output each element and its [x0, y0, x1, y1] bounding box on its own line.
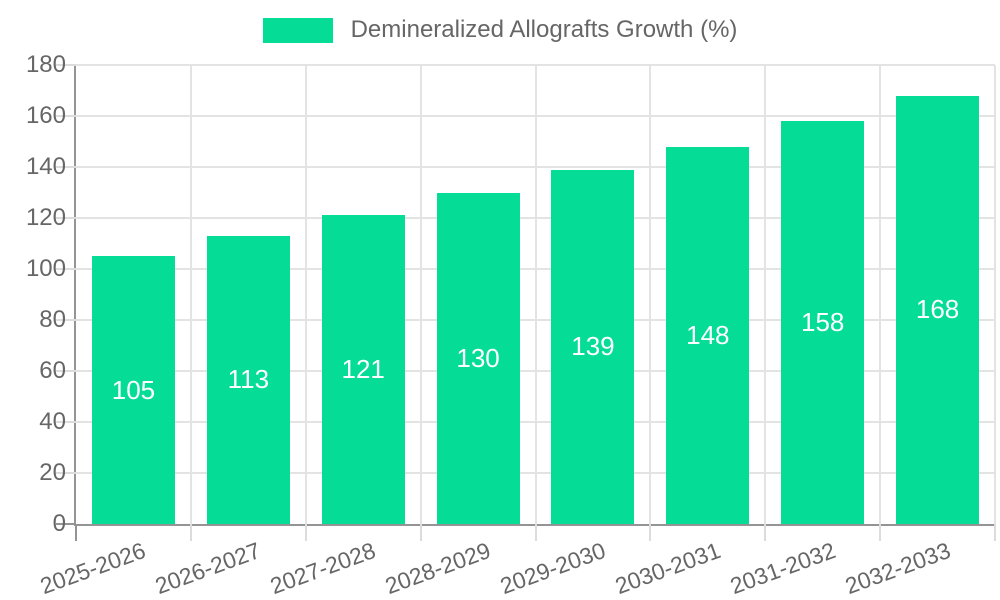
bar-2027-2028: 121: [321, 215, 405, 524]
y-axis-tick: [56, 268, 76, 270]
bar-2032-2033: 168: [896, 95, 980, 524]
x-axis-tick: [764, 524, 767, 541]
y-axis-tick: [56, 421, 76, 423]
x-tick-label: 2025-2026: [37, 537, 150, 600]
x-tick-label: 2028-2029: [381, 537, 494, 600]
y-tick-label: 0: [52, 510, 66, 537]
gridline-vertical: [649, 65, 652, 524]
y-axis-tick: [56, 166, 76, 168]
bar-2026-2027: 113: [206, 235, 290, 524]
y-axis-tick: [56, 472, 76, 474]
x-tick-label: 2026-2027: [151, 537, 265, 600]
x-tick-label: 2027-2028: [266, 537, 380, 600]
gridline-vertical: [304, 65, 307, 524]
x-axis-tick: [534, 524, 537, 541]
y-tick-label: 20: [39, 459, 66, 486]
y-tick-label: 100: [25, 255, 66, 282]
plot-area: 105 113 121 130 139 148 158 168: [56, 64, 996, 541]
bar-2030-2031: 148: [666, 146, 750, 524]
x-axis-tick: [419, 524, 422, 541]
gridline-vertical: [879, 65, 882, 524]
legend[interactable]: Demineralized Allografts Growth (%): [0, 16, 1000, 44]
y-tick-label: 60: [39, 357, 66, 384]
x-axis-tick: [994, 524, 996, 541]
y-axis-tick: [56, 319, 76, 321]
y-tick-label: 160: [25, 102, 66, 129]
bar-2025-2026: 105: [91, 256, 175, 524]
bar-value-label: 148: [686, 319, 730, 350]
x-axis-tick: [649, 524, 652, 541]
x-tick-label: 2032-2033: [841, 537, 954, 600]
y-axis-tick: [56, 64, 76, 66]
bar-value-label: 113: [227, 364, 270, 395]
bar-value-label: 158: [800, 307, 845, 338]
y-axis-tick: [56, 115, 76, 117]
bar-value-label: 105: [111, 374, 156, 405]
x-tick-label: 2031-2032: [726, 537, 839, 600]
gridline-vertical: [534, 65, 537, 524]
legend-label: Demineralized Allografts Growth (%): [350, 16, 738, 43]
y-tick-label: 180: [25, 51, 66, 78]
bar-value-label: 139: [571, 331, 615, 362]
gridline-vertical: [994, 65, 996, 524]
bar-value-label: 130: [456, 342, 500, 373]
bar-value-label: 121: [341, 354, 385, 385]
x-axis-tick: [75, 524, 77, 541]
bar-2029-2030: 139: [551, 169, 635, 524]
bar-2028-2029: 130: [436, 192, 520, 524]
y-tick-label: 40: [39, 408, 66, 435]
gridline-vertical: [764, 65, 767, 524]
y-tick-label: 80: [39, 306, 66, 333]
x-axis-tick: [879, 524, 882, 541]
gridline-vertical: [189, 65, 192, 524]
x-axis-tick: [304, 524, 307, 541]
bar-value-label: 168: [915, 294, 960, 325]
y-axis-tick: [56, 523, 76, 525]
x-tick-label: 2029-2030: [496, 537, 609, 600]
y-axis-tick: [56, 217, 76, 219]
bar-2031-2032: 158: [781, 121, 865, 524]
y-tick-label: 140: [25, 153, 66, 180]
x-axis-tick: [189, 524, 192, 541]
x-tick-label: 2030-2031: [611, 537, 724, 600]
y-tick-label: 120: [25, 204, 66, 231]
y-axis-tick: [56, 370, 76, 372]
legend-swatch: [262, 17, 333, 43]
gridline-vertical: [419, 65, 422, 524]
